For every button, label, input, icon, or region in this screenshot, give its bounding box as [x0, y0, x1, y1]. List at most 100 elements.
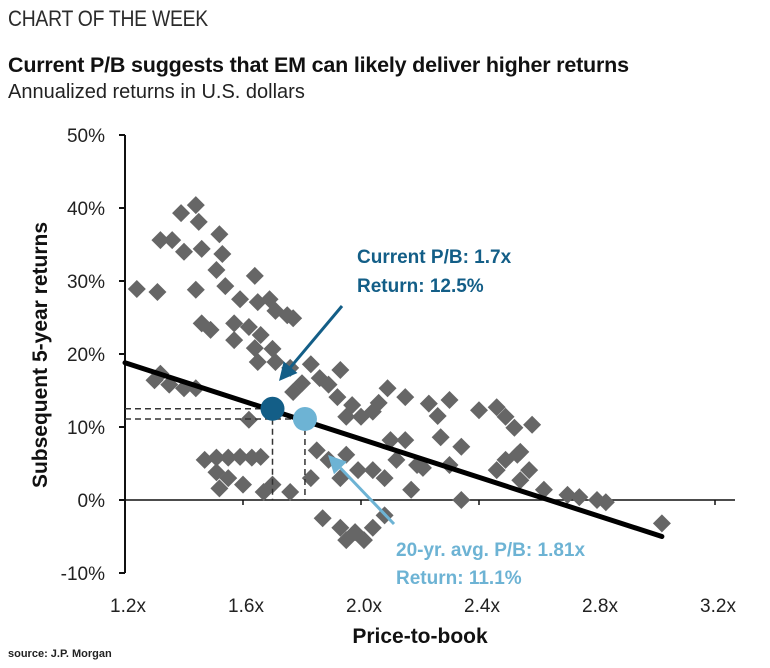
data-point	[363, 461, 382, 480]
data-point	[239, 317, 258, 336]
data-point	[313, 509, 332, 528]
average-annotation-line2: Return: 11.1%	[396, 568, 522, 589]
data-point	[189, 212, 208, 231]
data-point	[248, 353, 267, 372]
data-point	[219, 469, 238, 488]
data-point	[428, 407, 447, 426]
data-point	[225, 331, 244, 350]
average-marker	[292, 406, 317, 431]
y-tick-label: 10%	[67, 418, 105, 439]
data-point	[396, 431, 415, 450]
data-point	[331, 361, 350, 380]
data-point	[440, 390, 459, 409]
data-point	[505, 418, 524, 437]
data-point	[487, 398, 506, 417]
data-point	[284, 382, 303, 401]
data-point	[207, 261, 226, 280]
data-point	[172, 204, 191, 223]
data-point	[337, 445, 356, 464]
data-point	[201, 320, 220, 339]
current-annotation-line1: Current P/B: 1.7x	[357, 247, 512, 268]
data-point	[245, 339, 264, 358]
data-point	[596, 493, 615, 512]
chart-subtitle: Annualized returns in U.S. dollars	[8, 81, 305, 103]
data-point	[331, 518, 350, 537]
data-point	[375, 469, 394, 488]
data-point	[387, 450, 406, 469]
data-point	[452, 437, 471, 456]
data-point	[245, 266, 264, 285]
data-point	[231, 447, 250, 466]
current-annotation-line2: Return: 12.5%	[357, 276, 484, 297]
y-tick-label: -10%	[61, 564, 105, 585]
chart-title: Current P/B suggests that EM can likely …	[8, 53, 629, 77]
data-point	[192, 239, 211, 258]
chart-kicker: CHART OF THE WEEK	[8, 6, 208, 31]
data-point	[328, 388, 347, 407]
data-point	[307, 441, 326, 460]
data-point	[234, 475, 252, 494]
data-point	[210, 225, 229, 244]
data-point	[207, 448, 226, 467]
data-point	[127, 280, 146, 299]
current-arrow	[279, 305, 344, 381]
average-arrow-shaft	[339, 466, 396, 526]
data-point	[213, 244, 232, 263]
data-point	[266, 353, 285, 372]
current-arrow-head	[279, 361, 298, 381]
x-tick-label: 3.2x	[700, 596, 736, 617]
data-point	[496, 407, 515, 426]
average-annotation-line1: 20-yr. avg. P/B: 1.81x	[396, 540, 585, 561]
data-point	[263, 339, 282, 358]
data-point	[511, 471, 530, 490]
data-points	[127, 196, 671, 550]
data-point	[470, 401, 488, 420]
data-point	[349, 461, 368, 480]
data-point	[301, 355, 320, 374]
data-point	[354, 531, 373, 550]
highlight-markers	[260, 305, 396, 526]
data-point	[219, 448, 238, 467]
data-point	[251, 447, 270, 466]
x-tick-label: 2.8x	[582, 596, 618, 617]
data-point	[266, 301, 285, 320]
y-axis-title: Subsequent 5-year returns	[29, 222, 52, 488]
source-note: source: J.P. Morgan	[8, 648, 112, 660]
data-point	[210, 479, 229, 498]
current-arrow-shaft	[289, 305, 344, 369]
data-point	[419, 394, 438, 413]
data-point	[284, 309, 303, 328]
data-point	[520, 461, 539, 480]
y-tick-label: 40%	[67, 199, 105, 220]
y-tick-label: 0%	[78, 491, 106, 512]
data-point	[281, 482, 300, 501]
data-point	[216, 277, 235, 296]
x-tick-label: 2.4x	[464, 596, 500, 617]
data-point	[186, 196, 205, 215]
data-point	[251, 326, 270, 345]
x-axis-title: Price-to-book	[352, 625, 488, 648]
trend-line-group	[122, 360, 665, 539]
data-point	[195, 450, 214, 469]
data-point	[163, 231, 182, 250]
axes: -10% 0% 10% 20% 30% 40% 50% 1.2x 1.6x 2.0x 2.4x 2.8…	[61, 126, 737, 617]
data-point	[413, 458, 432, 477]
average-arrow	[328, 455, 396, 526]
y-tick-label: 50%	[67, 126, 105, 147]
data-point	[431, 428, 450, 447]
average-arrow-head	[328, 455, 347, 475]
data-point	[231, 290, 250, 309]
data-point	[378, 379, 397, 398]
data-point	[319, 375, 338, 394]
data-point	[558, 485, 577, 504]
data-point	[248, 293, 267, 312]
x-tick-label: 1.6x	[228, 596, 264, 617]
data-point	[570, 488, 589, 507]
data-point	[225, 314, 244, 333]
data-point	[452, 491, 471, 509]
data-point	[337, 407, 356, 426]
data-point	[652, 514, 671, 533]
data-point	[337, 531, 356, 550]
data-point	[151, 231, 170, 250]
